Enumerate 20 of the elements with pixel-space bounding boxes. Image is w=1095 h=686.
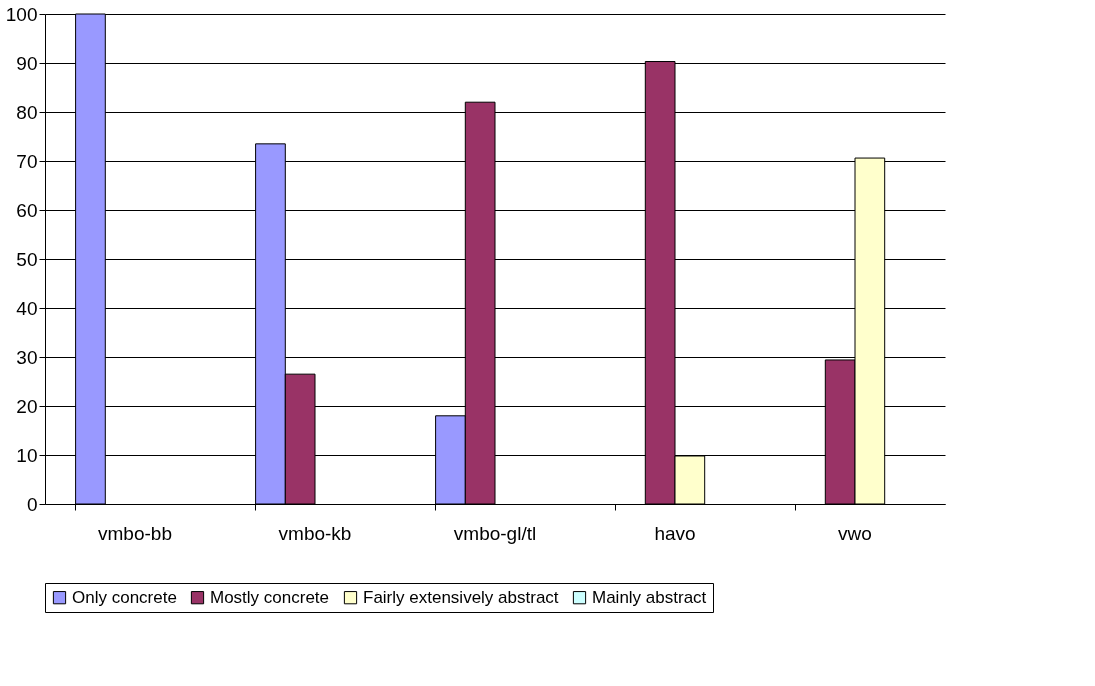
x-tick-label: vmbo-gl/tl [453,522,537,544]
y-tick-label: 10 [16,444,38,466]
y-tick-label: 0 [26,493,38,515]
y-tick-label: 30 [16,346,38,368]
x-tick-label: vwo [838,522,872,544]
x-tick-label: vmbo-bb [98,522,172,544]
legend-label: Mainly abstract [592,587,707,607]
x-tick-label: havo [654,522,696,544]
y-tick-label: 70 [16,150,38,172]
y-tick-label: 40 [16,297,38,319]
y-tick-label: 50 [16,248,38,270]
y-tick-label: 80 [16,101,38,123]
y-tick-label: 20 [16,395,38,417]
y-tick-label: 90 [16,52,38,74]
legend-label: Fairly extensively abstract [363,587,559,607]
y-tick-label: 100 [5,3,38,25]
legend-label: Only concrete [72,587,177,607]
x-tick-label: vmbo-kb [278,522,352,544]
y-tick-label: 60 [16,199,38,221]
legend-label: Mostly concrete [210,587,330,607]
